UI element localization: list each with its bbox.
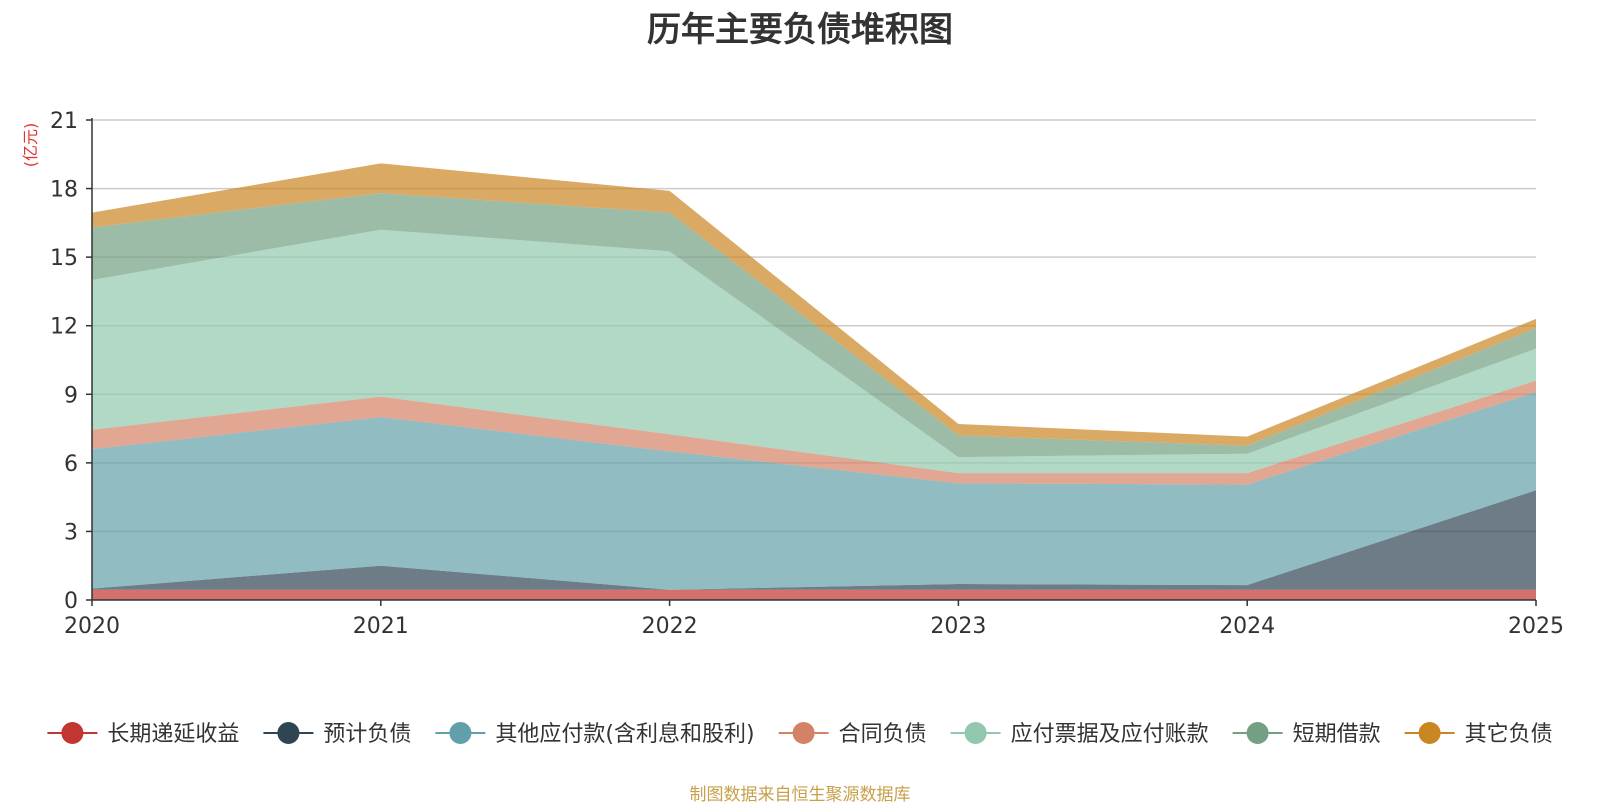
legend-marker-icon [1246,722,1269,744]
legend-marker-icon [964,722,987,744]
area-series-3 [92,380,1536,485]
legend-label: 长期递延收益 [107,722,239,747]
legend-label: 应付票据及应付账款 [1011,722,1209,747]
source-note: 制图数据来自恒生聚源数据库 [689,785,911,805]
chart-title: 历年主要负债堆积图 [647,10,953,50]
y-tick-label: 15 [50,246,78,271]
legend[interactable]: 长期递延收益 预计负债 其他应付款(含利息和股利) 合同负债 应付票据及应付账款 短期借款… [47,722,1553,747]
legend-item-4[interactable]: 应付票据及应付账款 [950,722,1209,747]
area-series-2 [92,392,1536,590]
x-tick-label: 2024 [1219,614,1275,639]
legend-item-3[interactable]: 合同负债 [778,722,927,747]
y-tick-label: 12 [50,315,78,340]
y-tick-label: 21 [50,109,78,134]
legend-marker-icon [61,722,84,744]
y-tick-label: 9 [64,383,78,408]
y-tick-label: 18 [50,178,78,203]
legend-label: 其它负债 [1465,722,1553,747]
legend-marker-icon [449,722,472,744]
legend-item-2[interactable]: 其他应付款(含利息和股利) [435,722,755,747]
y-axis-unit-label: (亿元) [21,123,40,168]
x-tick-label: 2023 [930,614,986,639]
area-series-4 [92,229,1536,474]
area-series-0 [92,589,1536,600]
area-layer [92,163,1536,600]
x-tick-label: 2020 [64,614,120,639]
legend-marker-icon [1418,722,1441,744]
legend-label: 短期借款 [1293,722,1381,747]
y-tick-label: 6 [64,452,78,477]
legend-marker-icon [277,722,300,744]
legend-item-0[interactable]: 长期递延收益 [47,722,239,747]
y-tick-label: 3 [64,520,78,545]
legend-item-5[interactable]: 短期借款 [1232,722,1381,747]
x-tick-label: 2021 [353,614,409,639]
legend-marker-icon [792,722,815,744]
x-tick-label: 2025 [1508,614,1564,639]
axis-layer: 0 3 6 9 12 15 18 21 2020 2021 2022 2023 2024 2025 (亿元) [21,109,1564,639]
legend-item-6[interactable]: 其它负债 [1404,722,1553,747]
legend-label: 预计负债 [323,722,411,747]
x-tick-label: 2022 [642,614,698,639]
area-series-5 [92,193,1536,458]
area-series-6 [92,163,1536,446]
area-series-1 [92,490,1536,590]
legend-label: 其他应付款(含利息和股利) [495,722,754,747]
legend-item-1[interactable]: 预计负债 [263,722,411,747]
legend-label: 合同负债 [839,722,927,747]
y-tick-label: 0 [64,589,78,614]
